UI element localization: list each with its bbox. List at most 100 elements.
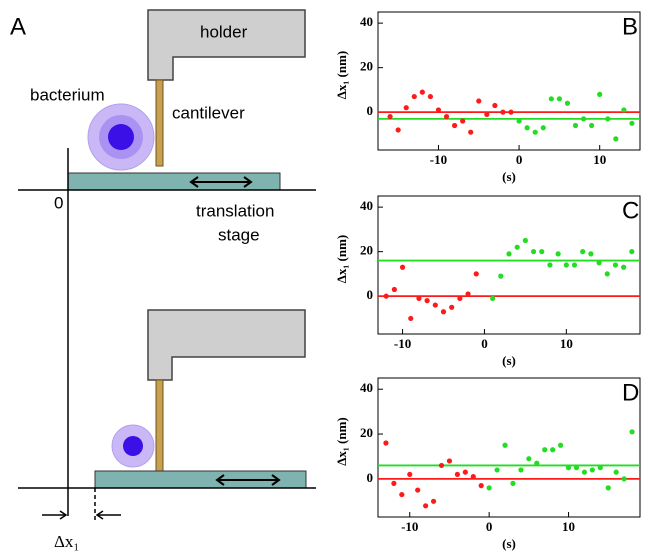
x-axis-label: (s) xyxy=(502,536,516,551)
data-point xyxy=(589,467,595,473)
data-point xyxy=(460,118,466,124)
data-point xyxy=(629,120,635,126)
data-point xyxy=(572,122,579,129)
data-point xyxy=(581,469,588,475)
data-point xyxy=(430,498,437,504)
x-tick-label: -10 xyxy=(401,519,418,534)
data-point xyxy=(604,271,610,277)
x-tick-label: -10 xyxy=(430,152,447,167)
data-point xyxy=(621,476,627,482)
x-axis-label: (s) xyxy=(502,169,516,184)
data-point xyxy=(465,291,471,297)
data-point xyxy=(478,483,484,489)
data-point xyxy=(403,105,409,111)
data-point xyxy=(476,98,482,104)
x-tick-label: 0 xyxy=(486,519,493,534)
data-point xyxy=(573,465,580,471)
y-axis-label: Δx₁ (nm) xyxy=(334,235,349,284)
data-point xyxy=(508,109,514,115)
data-point xyxy=(498,273,504,279)
data-point xyxy=(494,467,500,473)
x-tick-label: 10 xyxy=(560,336,573,351)
y-tick-label: 40 xyxy=(360,380,373,395)
data-point xyxy=(547,262,553,268)
data-point xyxy=(629,429,635,435)
data-point xyxy=(548,96,554,102)
data-point xyxy=(419,89,425,95)
data-point xyxy=(621,107,627,113)
holder xyxy=(147,309,306,381)
data-point xyxy=(423,503,429,509)
bacterium-label: bacterium xyxy=(30,85,105,104)
stage-arrow xyxy=(189,176,253,188)
bacterium xyxy=(108,124,134,150)
data-point xyxy=(440,309,447,315)
stage-arrow xyxy=(215,474,281,486)
holder-label: holder xyxy=(200,22,248,41)
data-point xyxy=(518,467,524,473)
data-point xyxy=(629,249,635,255)
cantilever xyxy=(155,79,164,167)
data-point xyxy=(558,442,564,448)
data-point xyxy=(564,100,571,106)
data-point xyxy=(565,465,572,471)
panel-label: A xyxy=(10,13,26,40)
cantilever xyxy=(155,379,164,472)
data-point xyxy=(387,114,393,120)
data-point xyxy=(451,122,458,129)
data-point xyxy=(613,469,619,475)
plot-frame xyxy=(377,377,641,518)
x-tick-label: -10 xyxy=(394,336,411,351)
data-point xyxy=(449,304,455,310)
y-tick-label: 20 xyxy=(360,425,373,440)
data-point xyxy=(532,129,538,135)
data-point xyxy=(555,251,561,257)
data-point xyxy=(571,262,578,268)
data-point xyxy=(597,91,603,97)
data-point xyxy=(526,456,532,462)
data-point xyxy=(580,249,586,255)
data-point xyxy=(605,485,611,491)
x-tick-label: 10 xyxy=(593,152,606,167)
y-tick-label: 0 xyxy=(367,470,374,485)
origin-label: 0 xyxy=(54,193,63,212)
data-point xyxy=(605,116,611,122)
plot-frame xyxy=(377,11,641,151)
data-point xyxy=(540,125,546,131)
cantilever-label: cantilever xyxy=(172,103,245,122)
x-tick-label: 0 xyxy=(516,152,523,167)
data-point xyxy=(416,295,422,301)
data-point xyxy=(470,474,476,480)
data-point xyxy=(446,458,453,464)
data-point xyxy=(522,237,528,244)
data-point xyxy=(438,462,445,469)
offset-arrows xyxy=(42,510,121,520)
data-point xyxy=(407,471,413,478)
data-point xyxy=(524,125,530,131)
data-point xyxy=(596,260,602,266)
y-tick-label: 40 xyxy=(360,198,373,213)
data-point xyxy=(542,447,548,453)
plot-frame xyxy=(377,195,641,335)
data-point xyxy=(539,249,545,255)
y-tick-label: 20 xyxy=(360,243,373,258)
y-tick-label: 20 xyxy=(360,59,373,74)
panel-label: B xyxy=(622,13,638,40)
offset-label: Δx₁ xyxy=(54,532,79,551)
data-point xyxy=(492,102,498,109)
data-point xyxy=(399,491,405,498)
data-point xyxy=(621,264,627,270)
data-point xyxy=(391,480,397,486)
data-point xyxy=(500,109,506,115)
x-tick-label: 10 xyxy=(562,519,575,534)
data-point xyxy=(411,93,417,100)
panel-label: D xyxy=(622,379,639,406)
data-point xyxy=(395,127,401,133)
data-point xyxy=(468,129,474,135)
data-point xyxy=(588,251,594,257)
data-point xyxy=(391,286,397,293)
data-point xyxy=(502,442,508,448)
y-tick-label: 40 xyxy=(360,14,373,29)
data-point xyxy=(424,298,430,304)
